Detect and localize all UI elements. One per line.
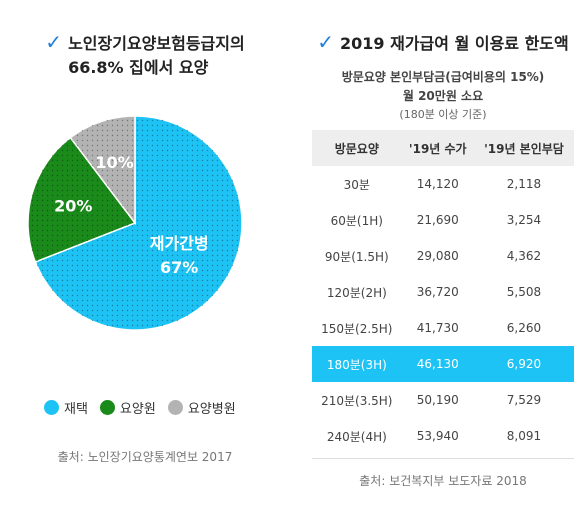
table-subtitle-1: 방문요양 본인부담금(급여비용의 15%) [341, 70, 545, 84]
check-icon: ✓ [45, 30, 63, 54]
pie-slice-texture [28, 137, 135, 262]
header-fee: '19년 수가 [401, 130, 474, 166]
right-title-text: 2019 재가급여 월 이용료 한도액 [340, 34, 569, 53]
table-cell: 210분(3.5H) [321, 393, 393, 408]
pie-label-home: 재가간병 67% [150, 234, 209, 277]
pie-label-nursing-hospital: 10% [95, 153, 133, 172]
fee-table: 방문요양 '19년 수가 '19년 본인부담 30분 14,120 2,118 60분… [312, 130, 574, 454]
table-cell: 41,730 [416, 321, 459, 335]
table-cell: 6,260 [506, 321, 542, 335]
table-header-row: 방문요양 '19년 수가 '19년 본인부담 [312, 130, 574, 166]
left-title: ✓ 노인장기요양보험등급지의 66.8% 집에서 요양 [0, 32, 290, 80]
table-cell: 6,920 [473, 346, 574, 382]
legend-item-home: 재택 [44, 398, 88, 417]
table-cell: 240분(4H) [326, 429, 387, 444]
table-cell: 5,508 [506, 285, 542, 299]
pie-label-value: 67% [160, 258, 198, 277]
pie-slice-texture [35, 116, 243, 330]
table-cell: 29,080 [416, 249, 459, 263]
table-cell: 8,091 [506, 429, 542, 443]
table-row: 180분(3H) 46,130 6,920 [312, 346, 574, 382]
left-title-line1: 노인장기요양보험등급지의 [68, 34, 245, 53]
table-cell: 36,720 [416, 285, 459, 299]
legend-label-home: 재택 [64, 402, 88, 417]
legend-dot-nursing-hospital [167, 400, 183, 415]
legend-item-nursing-home: 요양원 [99, 398, 156, 417]
table-cell: 3,254 [506, 213, 542, 227]
left-title-line2: 66.8% 집에서 요양 [68, 58, 209, 77]
table-row: 240분(4H) 53,940 8,091 [312, 418, 574, 454]
check-icon: ✓ [317, 30, 335, 54]
right-panel: ✓ 2019 재가급여 월 이용료 한도액 방문요양 본인부담금(급여비용의 1… [300, 0, 586, 521]
pie-slice-texture [70, 116, 135, 223]
table-cell: 120분(2H) [326, 285, 387, 300]
table-cell: 30분 [343, 177, 370, 192]
table-cell: 180분(3H) [312, 346, 402, 382]
table-cell: 90분(1.5H) [324, 249, 389, 264]
divider [312, 458, 574, 459]
table-cell: 7,529 [506, 393, 542, 407]
right-source: 출처: 보건복지부 보도자료 2018 [359, 474, 527, 488]
table-cell: 50,190 [416, 393, 459, 407]
pie-chart: 재가간병 67% 20% 10% [27, 115, 243, 331]
table-cell: 4,362 [506, 249, 542, 263]
legend-label-nursing-hospital: 요양병원 [187, 402, 236, 417]
left-panel: ✓ 노인장기요양보험등급지의 66.8% 집에서 요양 재가간병 67% 20% 10… [0, 0, 290, 521]
table-cell: 60분(1H) [330, 213, 383, 228]
table-row: 90분(1.5H) 29,080 4,362 [312, 238, 574, 274]
legend-dot-home [44, 400, 59, 415]
header-visit-care: 방문요양 [312, 130, 402, 166]
pie-label-name: 재가간병 [150, 234, 209, 253]
table-cell: 21,690 [416, 213, 459, 227]
table-row: 210분(3.5H) 50,190 7,529 [312, 382, 574, 418]
table-cell: 53,940 [416, 429, 459, 443]
table-cell: 46,130 [401, 346, 474, 382]
header-copay: '19년 본인부담 [473, 130, 574, 166]
table-row: 150분(2.5H) 41,730 6,260 [312, 310, 574, 346]
pie-label-nursing-home: 20% [54, 197, 92, 216]
left-source: 출처: 노인장기요양통계연보 2017 [57, 450, 233, 464]
legend-label-nursing-home: 요양원 [119, 402, 156, 417]
legend-dot-nursing-home [99, 400, 115, 415]
table-cell: 2,118 [506, 177, 542, 191]
table-subtitle-2: 월 20만원 소요 [402, 89, 484, 103]
pie-legend: 재택 요양원 요양병원 [44, 398, 248, 417]
table-subtitle-3: (180분 이상 기준) [399, 108, 487, 121]
table-cell: 150분(2.5H) [321, 321, 393, 336]
table-row: 30분 14,120 2,118 [312, 166, 574, 202]
legend-item-nursing-hospital: 요양병원 [167, 398, 236, 417]
table-row: 60분(1H) 21,690 3,254 [312, 202, 574, 238]
table-row: 120분(2H) 36,720 5,508 [312, 274, 574, 310]
table-cell: 14,120 [416, 177, 459, 191]
right-title: ✓ 2019 재가급여 월 이용료 한도액 [300, 32, 586, 56]
